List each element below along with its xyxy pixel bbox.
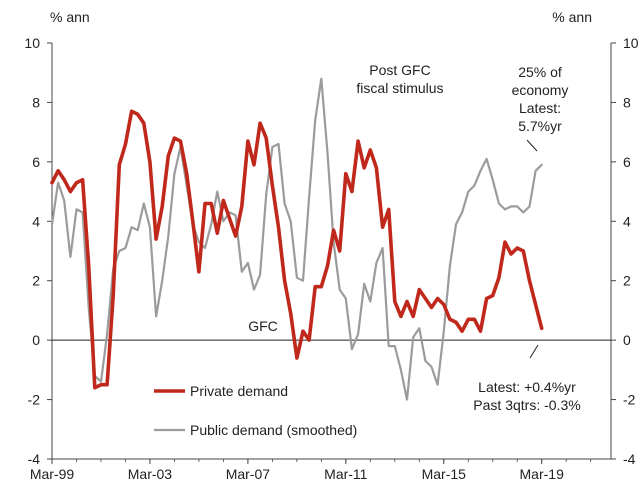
series-line-public-demand [50,77,543,401]
annotation-economy-share: 25% of economy Latest: 5.7%yr [512,64,569,134]
y-tick-label-left: 8 [32,94,40,110]
legend-label: Private demand [190,383,288,399]
annotation-line: 25% of [518,64,562,80]
y-tick-label-left: 10 [24,35,40,51]
y-tick-label-right: -2 [623,392,636,408]
y-tick-label-right: 4 [623,213,631,229]
annotation-line: GFC [248,318,278,334]
y-tick-label-left: -4 [28,451,41,467]
x-tick-label: Mar-19 [520,466,565,482]
x-tick-label: Mar-15 [422,466,467,482]
annotation-connector-private [529,344,539,359]
y-axis-label-left: % ann [50,9,90,25]
annotation-line: Post GFC [369,62,430,78]
annotation-line: Latest: [519,100,561,116]
y-tick-label-left: 2 [32,273,40,289]
y-tick-label-left: 6 [32,154,40,170]
x-axis: Mar-99 Mar-03 Mar-07 Mar-11 Mar-15 Mar-19 [30,339,611,482]
annotation-latest-private: Latest: +0.4%yr Past 3qtrs: -0.3% [473,379,580,413]
annotation-gfc: GFC [248,318,278,334]
y-tick-label-left: -2 [28,392,41,408]
legend-label: Public demand (smoothed) [190,422,357,438]
annotations: Post GFC fiscal stimulus 25% of economy Late… [248,62,580,413]
y-tick-label-right: -4 [623,451,636,467]
annotation-post-gfc: Post GFC fiscal stimulus [356,62,443,96]
annotation-line: 5.7%yr [518,118,562,134]
y-tick-label-right: 10 [623,35,639,51]
annotation-line: economy [512,82,569,98]
y-tick-label-right: 2 [623,273,631,289]
y-tick-label-right: 8 [623,94,631,110]
x-tick-label: Mar-99 [30,466,75,482]
series-line-private-demand [50,109,544,390]
y-axis-left: -4 -2 0 2 4 6 8 10 % ann [24,9,89,467]
x-tick-label: Mar-07 [226,466,271,482]
legend: Private demand Public demand (smoothed) [154,383,357,438]
x-tick-label: Mar-03 [128,466,173,482]
annotation-connector-public [526,139,538,152]
y-tick-label-left: 4 [32,213,40,229]
annotation-line: Past 3qtrs: -0.3% [473,397,580,413]
x-tick-label: Mar-11 [324,466,368,482]
y-tick-label-right: 0 [623,332,631,348]
y-axis-label-right: % ann [552,9,592,25]
annotation-line: Latest: +0.4%yr [478,379,576,395]
y-axis-right: -4 -2 0 2 4 6 8 10 % ann [552,9,638,467]
y-tick-label-right: 6 [623,154,631,170]
series-layer [50,77,544,401]
y-tick-label-left: 0 [32,332,40,348]
annotation-line: fiscal stimulus [356,80,443,96]
